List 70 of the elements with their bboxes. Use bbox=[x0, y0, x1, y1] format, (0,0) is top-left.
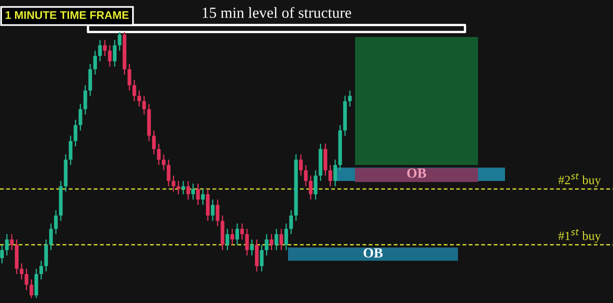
candlestick bbox=[181, 180, 186, 195]
ref-line-label: #2$^{st}$ buy bbox=[558, 173, 601, 187]
candlestick bbox=[24, 268, 28, 291]
candlestick bbox=[54, 210, 58, 235]
candlestick bbox=[34, 268, 38, 299]
candlestick bbox=[191, 183, 195, 200]
candlestick bbox=[314, 170, 318, 200]
candlestick bbox=[14, 238, 19, 275]
candlestick bbox=[39, 260, 44, 280]
candlestick bbox=[103, 39, 107, 56]
candlestick bbox=[196, 183, 200, 206]
candlestick bbox=[132, 79, 136, 102]
candlestick bbox=[30, 278, 34, 299]
candlestick bbox=[274, 228, 278, 251]
candlestick bbox=[240, 222, 244, 240]
candlestick bbox=[216, 199, 220, 227]
candlestick bbox=[44, 238, 48, 272]
candlestick bbox=[68, 135, 72, 166]
candlestick bbox=[348, 90, 352, 108]
candlestick bbox=[0, 244, 4, 264]
candlestick bbox=[166, 159, 170, 187]
candlestick bbox=[128, 63, 132, 92]
candlestick bbox=[10, 234, 14, 251]
candlestick bbox=[250, 238, 254, 256]
band-label: OB bbox=[364, 248, 383, 258]
candlestick bbox=[152, 130, 156, 155]
candlestick bbox=[112, 39, 117, 68]
candlestick bbox=[201, 188, 205, 206]
candlestick bbox=[83, 84, 88, 116]
chart-title: 1 MINUTE TIME FRAME bbox=[6, 11, 129, 19]
candlestick bbox=[279, 228, 284, 251]
candlestick bbox=[284, 222, 288, 251]
candlestick bbox=[264, 234, 268, 256]
ref-line-label: #1$^{st}$ buy bbox=[558, 229, 601, 243]
candlestick bbox=[78, 103, 82, 131]
candlestick bbox=[235, 222, 240, 246]
candlestick bbox=[118, 31, 122, 52]
candlestick bbox=[5, 234, 9, 256]
candlestick bbox=[74, 119, 78, 147]
candlestick bbox=[137, 90, 142, 108]
candlestick bbox=[172, 175, 176, 192]
candlestick bbox=[230, 228, 234, 246]
candlestick bbox=[108, 44, 112, 68]
candlestick bbox=[289, 210, 293, 235]
candlestick bbox=[210, 199, 215, 222]
candlestick bbox=[245, 228, 249, 256]
candlestick bbox=[186, 180, 190, 200]
band-label: OB bbox=[407, 168, 426, 178]
ref-line-label: 15 min level of structure bbox=[202, 6, 352, 18]
candlestick bbox=[270, 234, 274, 251]
candlestick bbox=[98, 39, 102, 62]
candlestick bbox=[220, 214, 224, 251]
candlestick bbox=[304, 164, 308, 187]
candlestick bbox=[299, 154, 303, 176]
candlestick bbox=[20, 262, 24, 280]
candlestick bbox=[260, 244, 264, 272]
candlestick bbox=[156, 143, 161, 166]
candlestick bbox=[324, 143, 328, 176]
candlestick bbox=[206, 188, 210, 222]
candlestick bbox=[308, 175, 313, 200]
candlestick bbox=[328, 164, 332, 187]
candlestick bbox=[226, 228, 230, 251]
candlestick bbox=[88, 63, 92, 96]
candlestick bbox=[254, 238, 259, 272]
candlestick bbox=[162, 154, 166, 171]
candlestick bbox=[49, 222, 53, 251]
candlestick bbox=[142, 95, 146, 116]
candlestick bbox=[176, 180, 180, 195]
candlestick bbox=[333, 159, 338, 187]
candlestick bbox=[93, 50, 97, 76]
